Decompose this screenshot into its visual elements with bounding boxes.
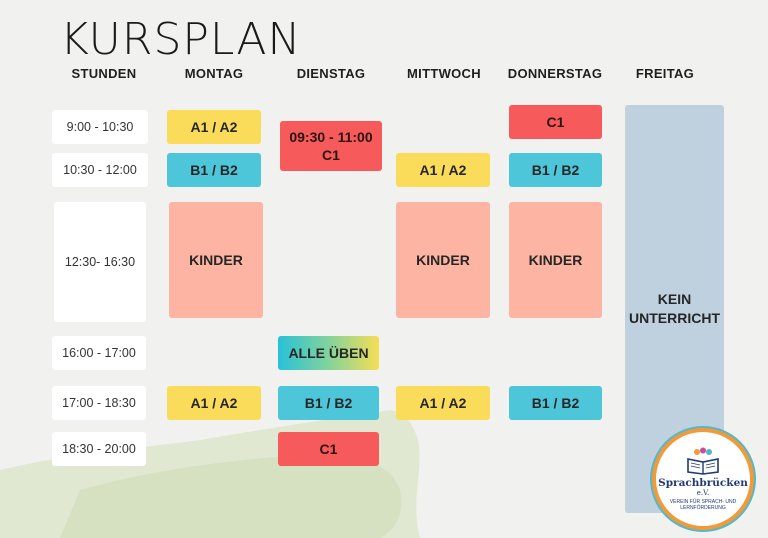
freitag-line2: UNTERRICHT [629, 310, 720, 326]
page-title: KURSPLAN [60, 14, 302, 65]
time-slot: 12:30- 16:30 [54, 202, 146, 322]
header-stunden: STUNDEN [71, 66, 137, 81]
course-dienstag-b1-b2: B1 / B2 [278, 386, 379, 420]
time-slot: 17:00 - 18:30 [52, 386, 146, 420]
course-donnerstag-b1-b2: B1 / B2 [509, 153, 602, 187]
logo-name: Sprachbrücken [658, 477, 748, 489]
logo-tagline-1: VEREIN FÜR SPRACH- UND [669, 499, 737, 505]
course-donnerstag-c1: C1 [509, 105, 602, 139]
course-donnerstag-evening: B1 / B2 [509, 386, 602, 420]
course-montag-kinder: KINDER [169, 202, 263, 318]
course-mittwoch-a1-a2: A1 / A2 [396, 153, 490, 187]
course-level: C1 [322, 147, 340, 163]
course-dienstag-alle-ueben: ALLE ÜBEN [278, 336, 379, 370]
course-montag-b1-b2: B1 / B2 [167, 153, 261, 187]
header-montag: MONTAG [184, 66, 244, 81]
book-people-icon [687, 447, 719, 475]
logo-ev: e.V. [696, 489, 710, 497]
course-dienstag-c1-evening: C1 [278, 432, 379, 466]
header-donnerstag: DONNERSTAG [507, 66, 603, 81]
course-mittwoch-evening: A1 / A2 [396, 386, 490, 420]
course-donnerstag-kinder: KINDER [509, 202, 602, 318]
course-mittwoch-kinder: KINDER [396, 202, 490, 318]
time-slot: 18:30 - 20:00 [52, 432, 146, 466]
time-slot: 9:00 - 10:30 [52, 110, 148, 144]
time-slot: 10:30 - 12:00 [52, 153, 148, 187]
course-montag-a1-a2: A1 / A2 [167, 110, 261, 144]
freitag-line1: KEIN [657, 291, 692, 307]
header-dienstag: DIENSTAG [296, 66, 366, 81]
course-montag-evening: A1 / A2 [167, 386, 261, 420]
course-dienstag-c1: 09:30 - 11:00 C1 [280, 121, 382, 171]
header-freitag: FREITAG [635, 66, 695, 81]
header-mittwoch: MITTWOCH [407, 66, 481, 81]
time-slot: 16:00 - 17:00 [52, 336, 146, 370]
sprachbruecken-logo: Sprachbrücken e.V. VEREIN FÜR SPRACH- UN… [652, 428, 754, 530]
logo-tagline-2: LERNFÖRDERUNG [680, 505, 726, 511]
course-time: 09:30 - 11:00 [289, 129, 373, 145]
